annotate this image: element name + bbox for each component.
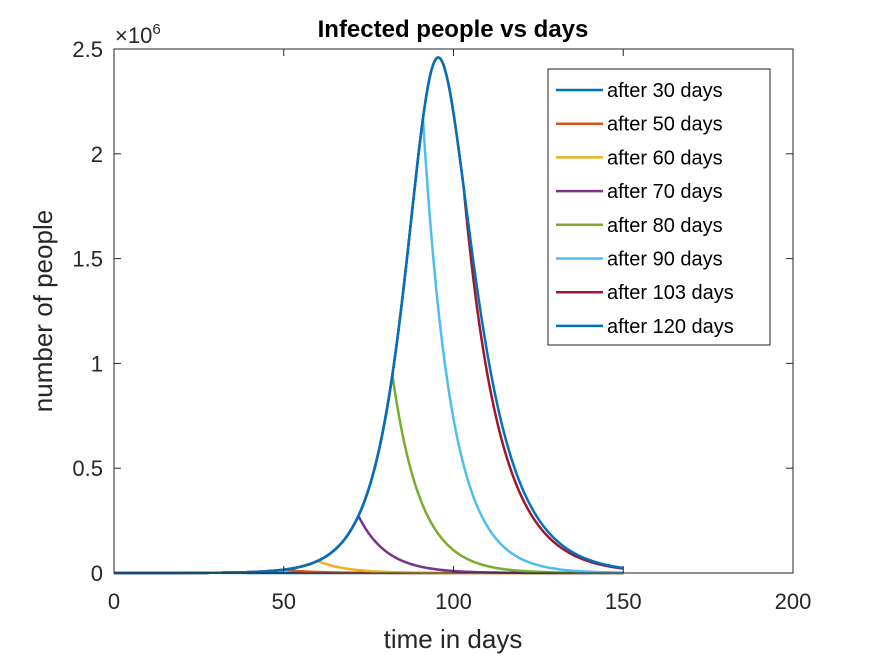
x-axis-label: time in days — [384, 624, 523, 654]
legend-entry-label: after 103 days — [607, 282, 734, 304]
legend-entry-label: after 60 days — [607, 147, 723, 169]
legend-entry-label: after 70 days — [607, 181, 723, 203]
y-exponent-power: 6 — [152, 21, 160, 38]
tick-layer: 0 50 100 150 200 0 0.5 1 1.5 2 2.5 — [72, 37, 811, 614]
chart-title: Infected people vs days — [318, 16, 589, 43]
legend-entry-label: after 80 days — [607, 215, 723, 237]
y-tick-label: 0.5 — [72, 456, 103, 481]
legend-entry-label: after 90 days — [607, 249, 723, 271]
legend-entry-label: after 50 days — [607, 114, 723, 136]
x-tick-label: 100 — [435, 589, 472, 614]
legend-box — [547, 68, 771, 346]
legend-entry-label: after 30 days — [607, 80, 723, 102]
y-exponent-base: ×10 — [115, 23, 152, 48]
x-tick-label: 0 — [108, 589, 120, 614]
y-exponent-label: ×106 — [115, 21, 161, 48]
x-tick-label: 50 — [272, 589, 296, 614]
y-axis-label: number of people — [28, 210, 58, 412]
x-tick-label: 200 — [775, 589, 812, 614]
y-tick-label: 2 — [91, 142, 103, 167]
y-tick-label: 1 — [91, 351, 103, 376]
y-tick-label: 1.5 — [72, 247, 103, 272]
x-tick-label: 150 — [605, 589, 642, 614]
y-tick-label: 2.5 — [72, 37, 103, 62]
y-tick-label: 0 — [91, 561, 103, 586]
legend-entry-label: after 120 days — [607, 316, 734, 338]
legend: after 30 days after 50 days after 60 days a… — [547, 68, 771, 346]
